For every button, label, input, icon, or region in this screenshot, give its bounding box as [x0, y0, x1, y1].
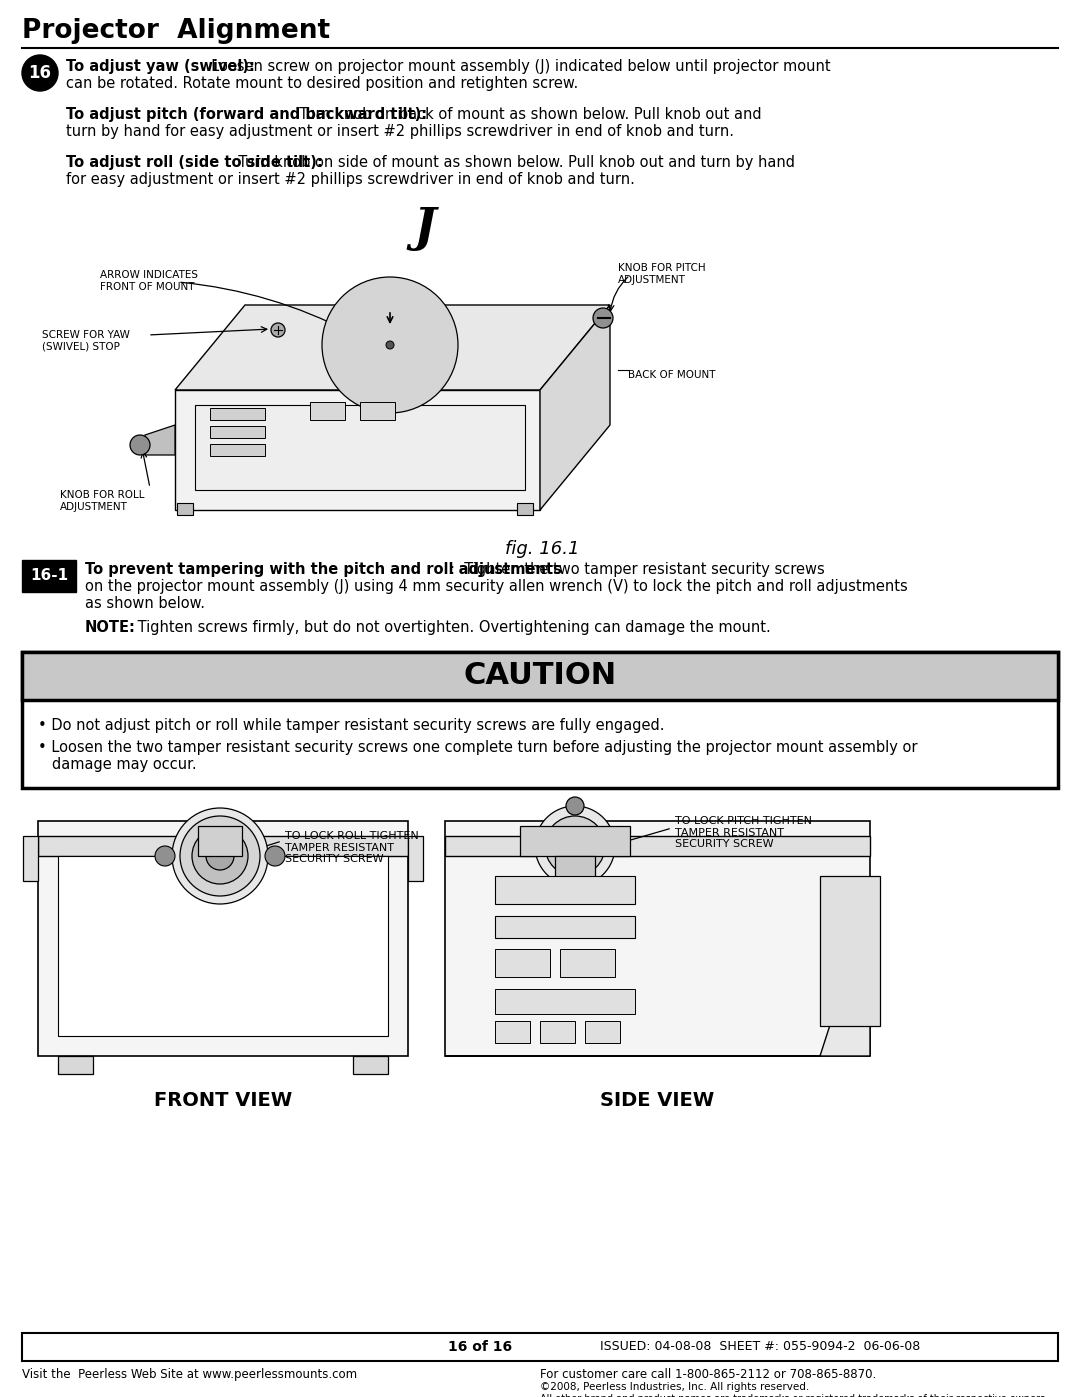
Text: 16-1: 16-1: [30, 569, 68, 584]
Text: Loosen screw on projector mount assembly (J) indicated below until projector mou: Loosen screw on projector mount assembly…: [202, 59, 831, 74]
Polygon shape: [820, 876, 880, 1025]
Polygon shape: [145, 425, 175, 455]
Polygon shape: [540, 305, 610, 510]
Bar: [23, 835, 38, 882]
Text: Visit the  Peerless Web Site at www.peerlessmounts.com: Visit the Peerless Web Site at www.peerl…: [22, 1368, 357, 1382]
Circle shape: [386, 341, 394, 349]
Text: Turn knob on side of mount as shown below. Pull knob out and turn by hand: Turn knob on side of mount as shown belo…: [229, 155, 795, 170]
Text: BACK OF MOUNT: BACK OF MOUNT: [627, 370, 715, 380]
Bar: [360, 402, 395, 420]
Polygon shape: [175, 305, 610, 390]
Bar: [445, 821, 870, 1056]
Circle shape: [22, 54, 58, 91]
Bar: [495, 916, 635, 937]
Text: Projector  Alignment: Projector Alignment: [22, 18, 330, 43]
Bar: [561, 949, 615, 977]
Bar: [177, 503, 193, 515]
Circle shape: [265, 847, 285, 866]
Text: For customer care call 1-800-865-2112 or 708-865-8870.: For customer care call 1-800-865-2112 or…: [540, 1368, 876, 1382]
Bar: [38, 835, 408, 856]
Circle shape: [566, 798, 584, 814]
Text: 16: 16: [28, 64, 52, 82]
Text: • Do not adjust pitch or roll while tamper resistant security screws are fully e: • Do not adjust pitch or roll while tamp…: [38, 718, 664, 733]
Bar: [22, 652, 1058, 788]
Text: as shown below.: as shown below.: [85, 597, 205, 610]
Circle shape: [130, 434, 150, 455]
Bar: [495, 1021, 530, 1044]
Bar: [210, 426, 265, 439]
Bar: [445, 835, 870, 856]
Bar: [495, 876, 635, 904]
Text: 16 of 16: 16 of 16: [448, 1340, 512, 1354]
Text: FRONT VIEW: FRONT VIEW: [153, 1091, 292, 1111]
Bar: [519, 826, 630, 856]
Bar: [198, 826, 242, 856]
Bar: [22, 1333, 1058, 1361]
FancyBboxPatch shape: [22, 560, 76, 592]
Circle shape: [557, 828, 593, 863]
Bar: [495, 989, 635, 1014]
Text: TO LOCK ROLL TIGHTEN
TAMPER RESISTANT
SECURITY SCREW: TO LOCK ROLL TIGHTEN TAMPER RESISTANT SE…: [285, 831, 419, 865]
Text: J: J: [414, 205, 436, 251]
Text: CAUTION: CAUTION: [463, 662, 617, 690]
Circle shape: [350, 305, 430, 386]
Polygon shape: [175, 390, 540, 510]
Text: Tighten screws firmly, but do not overtighten. Overtightening can damage the mou: Tighten screws firmly, but do not overti…: [133, 620, 771, 636]
Text: turn by hand for easy adjustment or insert #2 phillips screwdriver in end of kno: turn by hand for easy adjustment or inse…: [66, 124, 734, 138]
Text: ARROW INDICATES
FRONT OF MOUNT: ARROW INDICATES FRONT OF MOUNT: [100, 270, 198, 292]
Bar: [517, 503, 534, 515]
Polygon shape: [445, 901, 870, 1056]
Text: To adjust pitch (forward and backward tilt):: To adjust pitch (forward and backward ti…: [66, 108, 427, 122]
Circle shape: [180, 816, 260, 895]
Circle shape: [535, 806, 615, 886]
Text: To prevent tampering with the pitch and roll adjustments: To prevent tampering with the pitch and …: [85, 562, 562, 577]
Circle shape: [332, 286, 448, 402]
Text: To adjust roll (side to side tilt):: To adjust roll (side to side tilt):: [66, 155, 323, 170]
Circle shape: [368, 323, 411, 367]
Text: KNOB FOR ROLL
ADJUSTMENT: KNOB FOR ROLL ADJUSTMENT: [60, 490, 145, 511]
Bar: [353, 1056, 388, 1074]
Text: • Loosen the two tamper resistant security screws one complete turn before adjus: • Loosen the two tamper resistant securi…: [38, 740, 918, 754]
Bar: [408, 835, 423, 882]
Bar: [210, 408, 265, 420]
Text: Turn knob on back of mount as shown below. Pull knob out and: Turn knob on back of mount as shown belo…: [291, 108, 761, 122]
Circle shape: [192, 828, 248, 884]
Bar: [540, 1021, 575, 1044]
Text: ISSUED: 04-08-08  SHEET #: 055-9094-2  06-06-08: ISSUED: 04-08-08 SHEET #: 055-9094-2 06-…: [600, 1341, 920, 1354]
Text: damage may occur.: damage may occur.: [52, 757, 197, 773]
Circle shape: [156, 847, 175, 866]
Text: To adjust yaw (swivel):: To adjust yaw (swivel):: [66, 59, 255, 74]
Text: fig. 16.1: fig. 16.1: [505, 541, 580, 557]
Text: All other brand and product names are trademarks or registered trademarks of the: All other brand and product names are tr…: [540, 1394, 1048, 1397]
Text: KNOB FOR PITCH
ADJUSTMENT: KNOB FOR PITCH ADJUSTMENT: [618, 263, 705, 285]
Bar: [310, 402, 345, 420]
Text: NOTE:: NOTE:: [85, 620, 136, 636]
Circle shape: [380, 335, 400, 355]
Bar: [58, 1056, 93, 1074]
Text: can be rotated. Rotate mount to desired position and retighten screw.: can be rotated. Rotate mount to desired …: [66, 75, 578, 91]
Bar: [38, 821, 408, 1056]
Bar: [22, 652, 1058, 700]
Circle shape: [271, 323, 285, 337]
Text: :  Tighten the two tamper resistant security screws: : Tighten the two tamper resistant secur…: [450, 562, 825, 577]
Bar: [195, 405, 525, 490]
Circle shape: [593, 307, 613, 328]
Circle shape: [172, 807, 268, 904]
Circle shape: [545, 816, 605, 876]
Bar: [210, 444, 265, 455]
Text: SCREW FOR YAW
(SWIVEL) STOP: SCREW FOR YAW (SWIVEL) STOP: [42, 330, 130, 352]
Text: TO LOCK PITCH TIGHTEN
TAMPER RESISTANT
SECURITY SCREW: TO LOCK PITCH TIGHTEN TAMPER RESISTANT S…: [675, 816, 812, 849]
Bar: [555, 856, 595, 901]
Bar: [495, 949, 550, 977]
Text: ©2008, Peerless Industries, Inc. All rights reserved.: ©2008, Peerless Industries, Inc. All rig…: [540, 1382, 809, 1391]
Circle shape: [206, 842, 234, 870]
Text: SIDE VIEW: SIDE VIEW: [600, 1091, 715, 1111]
Circle shape: [322, 277, 458, 414]
Text: for easy adjustment or insert #2 phillips screwdriver in end of knob and turn.: for easy adjustment or insert #2 phillip…: [66, 172, 635, 187]
Bar: [58, 856, 388, 1037]
Text: on the projector mount assembly (J) using 4 mm security allen wrench (V) to lock: on the projector mount assembly (J) usin…: [85, 578, 908, 594]
Bar: [585, 1021, 620, 1044]
